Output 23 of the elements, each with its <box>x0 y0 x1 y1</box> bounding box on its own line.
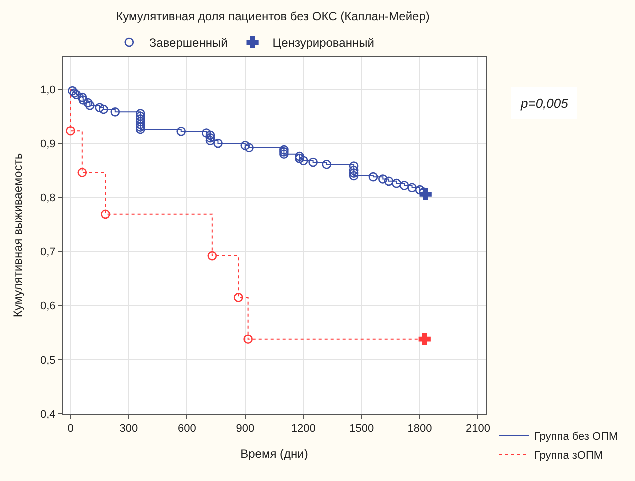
y-tick-label: 0,8 <box>40 192 56 204</box>
y-tick-label: 0,9 <box>40 138 56 150</box>
y-tick-label: 0,6 <box>40 300 56 313</box>
x-tick-label: 600 <box>178 423 196 436</box>
legend-label: Группа зОПМ <box>534 450 604 462</box>
x-tick-label: 2100 <box>466 423 490 436</box>
legend-label: Цензурированный <box>272 36 374 50</box>
x-tick-label: 1800 <box>408 423 432 436</box>
y-tick-label: 0,7 <box>40 246 56 259</box>
y-tick-label: 1,0 <box>40 84 56 96</box>
x-tick-label: 1500 <box>350 423 374 436</box>
text: p=0,005 <box>520 96 570 111</box>
x-tick-label: 900 <box>236 423 255 436</box>
y-tick-label: 0,5 <box>40 354 56 367</box>
y-axis-title: Кумулятивная выживаемость <box>10 153 25 318</box>
x-tick-label: 300 <box>120 423 138 436</box>
x-tick-label: 0 <box>68 423 74 436</box>
chart-title: Кумулятивная доля пациентов без ОКС (Каплан-Мейер) <box>116 9 430 24</box>
legend-label: Группа без ОПМ <box>534 430 618 443</box>
legend-label: Завершенный <box>149 36 228 50</box>
y-tick-label: 0,4 <box>40 408 56 421</box>
x-tick-label: 1200 <box>291 423 316 436</box>
x-axis-title: Время (дни) <box>240 447 308 462</box>
